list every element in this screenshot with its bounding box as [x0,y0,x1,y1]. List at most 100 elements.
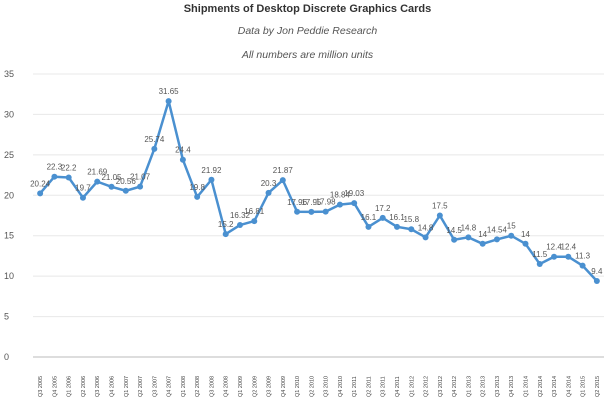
y-tick-label: 15 [4,231,14,241]
x-tick-label: Q4 2007 [167,376,173,397]
data-point [251,218,258,225]
data-point [508,232,515,239]
data-point [65,174,72,181]
data-label: 17.2 [375,204,391,213]
data-label: 25.74 [144,135,165,144]
x-tick-label: Q2 2013 [481,376,487,397]
data-label: 16.32 [230,211,251,220]
x-tick-label: Q3 2013 [495,376,501,397]
data-label: 11.5 [532,250,548,259]
data-label: 15.8 [403,215,419,224]
data-label: 19.03 [344,189,365,198]
data-label: 21.05 [101,173,122,182]
x-tick-label: Q4 2010 [338,376,344,397]
x-tick-label: Q4 2006 [110,376,116,397]
data-label: 19.7 [75,184,91,193]
x-tick-label: Q4 2005 [52,376,58,397]
y-tick-label: 25 [4,150,14,160]
x-tick-label: Q1 2014 [523,376,529,397]
x-tick-label: Q4 2011 [395,376,401,397]
y-axis: 0 5 10 15 20 25 30 35 [4,69,14,362]
data-label: 22.3 [47,163,63,172]
data-label: 14 [521,230,530,239]
data-point [536,261,543,268]
data-label: 14.54 [487,225,508,234]
data-label: 16.1 [361,213,377,222]
data-label: 17.98 [316,198,337,207]
x-tick-label: Q1 2013 [466,376,472,397]
chart-note: All numbers are million units [241,49,374,61]
data-label: 17.5 [432,202,448,211]
x-tick-label: Q2 2011 [366,376,372,397]
data-label: 19.8 [189,183,205,192]
x-tick-label: Q4 2013 [509,376,515,397]
data-point [308,208,315,215]
data-label: 17.95 [301,198,322,207]
data-point [222,231,229,238]
x-tick-label: Q3 2011 [381,376,387,397]
data-label: 21.87 [273,166,294,175]
data-point [451,236,458,243]
x-tick-label: Q2 2006 [81,376,87,397]
grid-lines [33,73,604,358]
series-line [39,99,598,282]
data-label: 17.96 [287,198,308,207]
chart-subtitle: Data by Jon Peddie Research [237,25,378,37]
data-point [351,200,358,207]
data-point [394,223,401,230]
x-tick-label: Q3 2009 [267,376,273,397]
data-point [51,173,58,180]
data-point [336,201,343,208]
x-tick-label: Q2 2010 [309,376,315,397]
data-point [551,253,558,260]
data-label: 16.81 [244,207,265,216]
x-tick-label: Q1 2015 [581,376,587,397]
x-tick-label: Q1 2010 [295,376,301,397]
x-tick-label: Q3 2012 [438,376,444,397]
x-tick-label: Q2 2009 [252,376,258,397]
y-tick-label: 30 [4,109,14,119]
data-label: 20.56 [116,177,137,186]
data-point [108,183,115,190]
x-tick-label: Q3 2007 [152,376,158,397]
data-label: 21.07 [130,173,151,182]
data-label: 31.65 [159,87,180,96]
chart-title: Shipments of Desktop Discrete Graphics C… [183,3,432,15]
x-tick-label: Q1 2012 [409,376,415,397]
data-point [294,208,301,215]
data-point [37,190,44,197]
x-tick-label: Q4 2009 [281,376,287,397]
y-tick-label: 20 [4,190,14,200]
data-point [179,156,186,163]
x-tick-label: Q4 2008 [224,376,230,397]
x-tick-label: Q2 2015 [595,376,601,397]
data-label: 21.92 [201,166,222,175]
data-label: 14.8 [418,223,434,232]
y-tick-label: 0 [4,352,9,362]
data-label: 20.3 [261,179,277,188]
data-point [422,234,429,241]
data-point [194,193,201,200]
x-tick-label: Q3 2006 [95,376,101,397]
data-point [565,253,572,260]
data-point [493,236,500,243]
data-label: 20.24 [30,179,51,188]
x-tick-label: Q2 2012 [424,376,430,397]
data-point [79,194,86,201]
data-point [137,183,144,190]
data-point [265,189,272,196]
data-point [279,177,286,184]
data-point [122,187,129,194]
x-tick-label: Q4 2014 [566,376,572,397]
x-tick-label: Q1 2011 [352,376,358,397]
data-point [579,262,586,269]
data-label: 12.4 [561,243,577,252]
data-point [94,178,101,185]
x-tick-label: Q3 2010 [324,376,330,397]
data-point [365,223,372,230]
data-label: 14.5 [446,226,462,235]
data-label: 24.4 [175,146,191,155]
data-point [151,145,158,152]
data-label: 22.2 [61,163,77,172]
